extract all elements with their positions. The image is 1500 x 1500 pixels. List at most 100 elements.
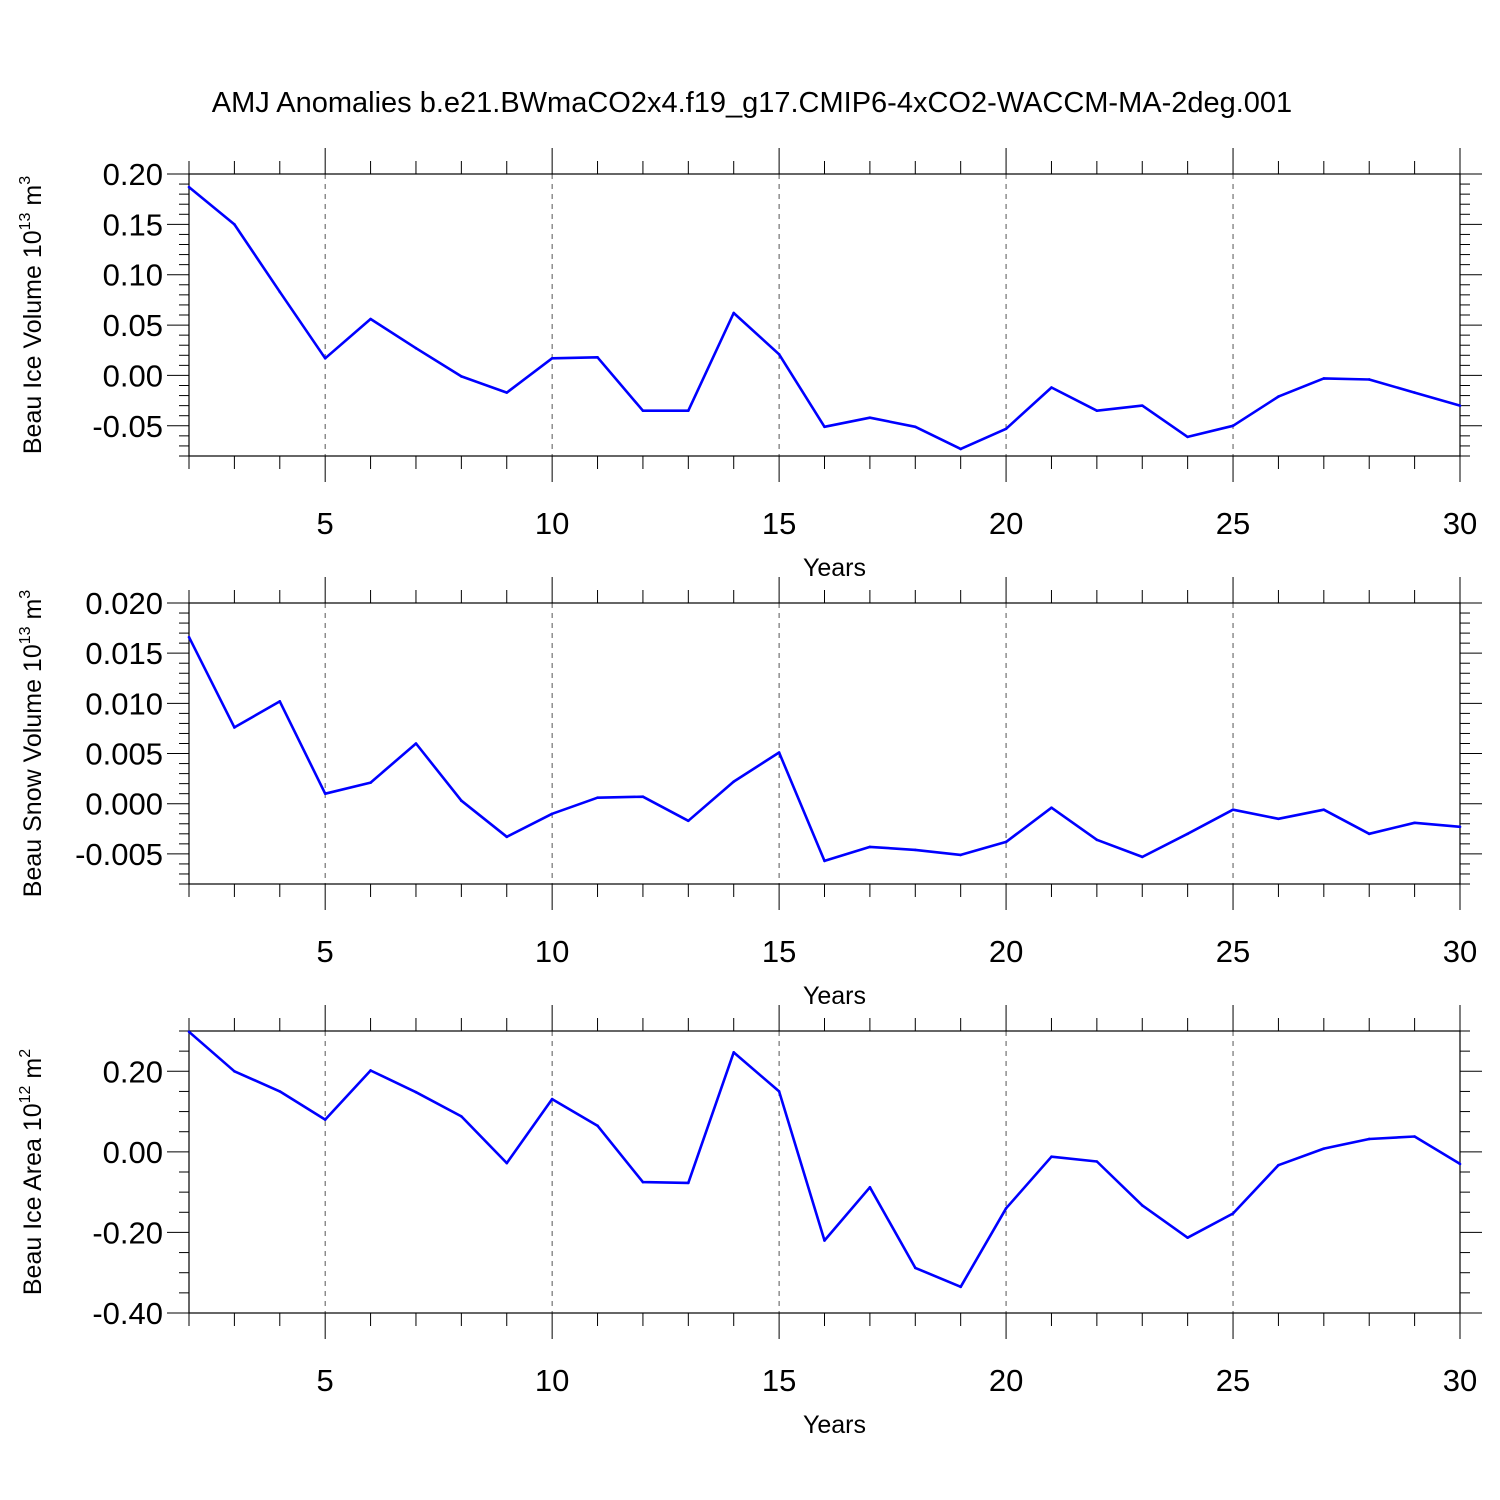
data-point <box>323 1118 327 1121</box>
data-point <box>278 1090 282 1093</box>
data-point <box>959 1285 962 1289</box>
data-point <box>641 795 645 798</box>
y-tick-label: -0.05 <box>92 409 163 444</box>
x-tick-label: 20 <box>989 1363 1023 1398</box>
data-point <box>732 780 736 783</box>
data-point <box>323 792 327 795</box>
data-point <box>1458 1162 1462 1166</box>
data-point <box>1231 1212 1235 1215</box>
y-tick-label: -0.20 <box>92 1215 163 1250</box>
data-point <box>1367 1137 1371 1141</box>
y-tick-label: 0.00 <box>103 358 163 393</box>
y-axis-label-text: m <box>19 1058 47 1086</box>
data-point <box>1413 1135 1416 1138</box>
data-point <box>1050 1155 1053 1158</box>
data-point <box>1004 1206 1008 1210</box>
x-tick-label: 5 <box>317 1363 334 1398</box>
chart-title: AMJ Anomalies b.e21.BWmaCO2x4.f19_g17.CM… <box>212 87 1292 119</box>
data-point <box>1458 825 1462 829</box>
y-axis-label-text: m <box>19 185 47 213</box>
y-tick-label: 0.020 <box>85 586 163 621</box>
x-axis-label: Years <box>803 554 866 582</box>
data-point <box>369 1069 372 1072</box>
data-point <box>913 1266 917 1270</box>
data-point <box>596 1124 599 1127</box>
data-point <box>959 853 962 857</box>
data-point <box>1413 391 1416 394</box>
series-line <box>188 1030 1461 1289</box>
data-point <box>233 726 236 729</box>
data-point <box>1140 855 1144 859</box>
x-tick-label: 5 <box>317 506 334 541</box>
data-point <box>278 700 282 703</box>
x-tick-label: 25 <box>1216 1363 1250 1398</box>
y-tick-label: 0.20 <box>103 157 163 192</box>
data-point <box>233 1069 236 1073</box>
x-tick-label: 20 <box>989 934 1023 969</box>
data-point <box>505 1161 509 1165</box>
data-point <box>1050 386 1053 389</box>
data-point <box>505 391 509 394</box>
y-axis-label: Beau Ice Volume 1013 m3 <box>17 176 47 454</box>
y-tick-label: 0.015 <box>85 636 163 671</box>
y-tick-label: 0.10 <box>103 258 163 293</box>
data-point <box>1140 404 1144 407</box>
data-point <box>414 1090 418 1094</box>
x-tick-label: 10 <box>535 934 569 969</box>
data-point <box>1458 404 1462 407</box>
panel-ice-area: -0.40 -0.20 0.00 0.20 5 10 15 20 25 30 Years Beau I… <box>17 1005 1482 1439</box>
data-point <box>1186 435 1189 439</box>
data-point <box>1095 409 1099 412</box>
y-axis-label-superscript: 3 <box>17 590 34 599</box>
data-point <box>1277 817 1280 821</box>
data-point <box>868 845 872 849</box>
data-point <box>823 859 826 863</box>
panel-snow-volume: -0.005 0.000 0.005 0.010 0.015 0.020 5 10 15 20 25… <box>17 577 1482 1010</box>
y-axis-label-text: Beau Snow Volume 10 <box>19 644 47 897</box>
data-point <box>687 819 690 823</box>
data-point <box>550 812 554 816</box>
x-tick-label: 15 <box>762 1363 796 1398</box>
data-point <box>596 796 599 799</box>
y-tick-label: 0.00 <box>103 1135 163 1170</box>
data-point <box>550 357 554 360</box>
x-tick-label: 15 <box>762 506 796 541</box>
y-axis-label-superscript: 2 <box>17 1049 34 1058</box>
data-point <box>1367 378 1371 381</box>
data-point <box>777 352 781 356</box>
x-tick-label: 30 <box>1443 934 1477 969</box>
data-point <box>1413 821 1416 825</box>
data-point <box>777 751 781 754</box>
plot-frame <box>188 1030 1461 1314</box>
y-axis-label-text: m <box>19 599 47 627</box>
y-axis-label-superscript: 13 <box>17 626 34 644</box>
data-point <box>233 223 236 226</box>
x-tick-label: 10 <box>535 1363 569 1398</box>
data-point <box>278 290 282 294</box>
data-point <box>1140 1204 1144 1207</box>
data-point <box>187 185 191 189</box>
x-tick-label: 25 <box>1216 934 1250 969</box>
y-tick-label: -0.005 <box>75 837 163 872</box>
y-axis-label-text: Beau Ice Area 10 <box>19 1103 47 1295</box>
x-tick-label: 30 <box>1443 506 1477 541</box>
data-point <box>187 635 191 639</box>
y-tick-label: -0.40 <box>92 1296 163 1331</box>
data-point <box>1231 808 1235 812</box>
x-tick-label: 5 <box>317 934 334 969</box>
x-axis-label: Years <box>803 982 866 1010</box>
data-point <box>505 835 509 839</box>
data-point <box>460 1115 463 1118</box>
data-point <box>1231 424 1235 428</box>
data-point <box>1050 806 1053 810</box>
data-point <box>187 1030 191 1034</box>
data-point <box>641 409 645 412</box>
y-axis-label-superscript: 3 <box>17 176 34 185</box>
data-point <box>687 409 690 412</box>
y-tick-label: 0.05 <box>103 308 163 343</box>
data-point <box>1322 377 1326 380</box>
data-point <box>323 357 327 360</box>
y-tick-label: 0.005 <box>85 737 163 772</box>
data-point <box>369 781 372 784</box>
